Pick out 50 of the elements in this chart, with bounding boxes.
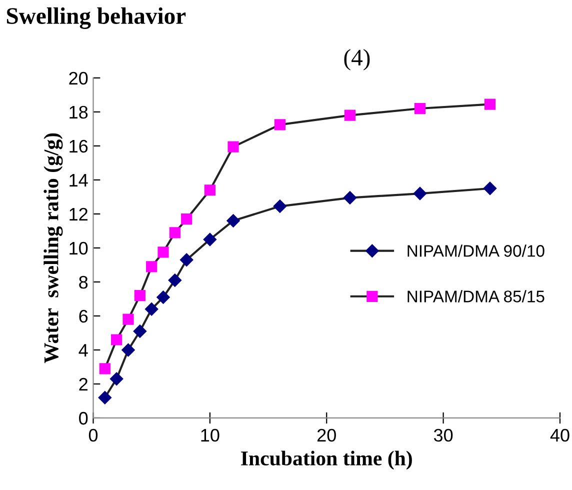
point xyxy=(273,200,287,213)
legend-label: NIPAM/DMA 85/15 xyxy=(408,290,544,302)
point xyxy=(134,290,146,302)
point xyxy=(122,314,134,325)
point xyxy=(413,186,427,200)
point xyxy=(343,191,357,204)
point xyxy=(111,334,122,346)
point xyxy=(169,227,180,238)
point xyxy=(226,214,240,228)
x-tick-label: 40 xyxy=(550,428,570,442)
x-tick-label: 0 xyxy=(88,428,98,442)
point xyxy=(204,184,216,196)
point xyxy=(122,343,135,357)
point xyxy=(203,232,217,246)
x-tick-label: 30 xyxy=(434,428,453,442)
point xyxy=(146,261,158,272)
y-tick-label: 6 xyxy=(79,310,88,323)
y-tick-label: 4 xyxy=(78,344,88,356)
point xyxy=(228,141,239,152)
point xyxy=(133,324,146,338)
y-tick-label: 8 xyxy=(79,276,88,289)
x-tick-label: 20 xyxy=(317,428,336,442)
y-tick-label: 18 xyxy=(70,106,88,119)
point xyxy=(156,290,170,304)
y-tick-label: 12 xyxy=(70,208,88,220)
legend-label: NIPAM/DMA 90/10 xyxy=(408,244,544,257)
y-tick-label: 0 xyxy=(79,412,88,425)
point xyxy=(181,213,192,225)
y-tick-label: 10 xyxy=(70,242,88,255)
point xyxy=(99,363,110,374)
y-axis-title: Water swelling ratio (g/g) xyxy=(44,133,63,364)
point xyxy=(110,372,124,386)
text: Swelling behavior xyxy=(6,7,186,29)
point xyxy=(158,246,169,258)
point xyxy=(144,302,158,316)
y-tick-label: 2 xyxy=(79,378,88,391)
point xyxy=(484,98,496,110)
point xyxy=(344,110,356,121)
text: (4) xyxy=(344,49,370,70)
y-tick-label: 16 xyxy=(70,140,88,153)
point xyxy=(414,102,426,114)
y-tick-label: 14 xyxy=(70,174,88,186)
point xyxy=(98,390,112,404)
point xyxy=(483,182,497,196)
x-axis-title: Incubation time (h) xyxy=(241,450,412,470)
point xyxy=(180,253,194,266)
y-tick-label: 20 xyxy=(69,72,88,85)
x-tick-label: 10 xyxy=(201,428,220,442)
point xyxy=(274,119,286,130)
point xyxy=(168,274,182,287)
